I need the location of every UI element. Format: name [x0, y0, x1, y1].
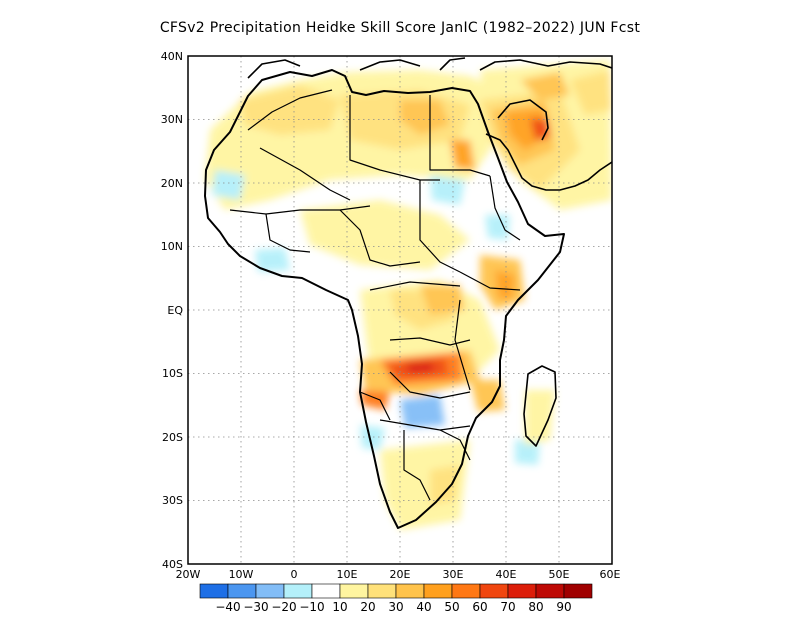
coastlines: [204, 57, 612, 529]
lat-label: 40S: [162, 558, 183, 571]
colorbar-swatch: [283, 583, 313, 599]
lat-label: 20S: [162, 431, 183, 444]
colorbar-label: 10: [332, 600, 347, 614]
colorbar-swatch: [367, 583, 397, 599]
latitude-labels: 40N 30N 20N 10N EQ 10S 20S 30S 40S: [161, 50, 184, 571]
colorbar-label: 90: [556, 600, 571, 614]
country-borders: [229, 89, 521, 501]
colorbar-swatch: [311, 583, 341, 599]
map-title: CFSv2 Precipitation Heidke Skill Score J…: [159, 20, 641, 36]
colorbar-label: 60: [472, 600, 487, 614]
colorbar-swatch: [535, 583, 565, 599]
colorbar-label: 40: [416, 600, 431, 614]
colorbar-label: −20: [271, 600, 296, 614]
colorbar-swatch: [199, 583, 229, 599]
colorbar-label: 70: [500, 600, 515, 614]
lat-label: 40N: [161, 50, 183, 63]
colorbar-label: 30: [388, 600, 403, 614]
colorbar-label: −30: [243, 600, 268, 614]
lat-label: 20N: [161, 177, 183, 190]
colorbar-swatch: [563, 583, 593, 599]
lon-label: 10E: [337, 568, 358, 581]
colorbar-swatch: [255, 583, 285, 599]
lon-label: 30E: [443, 568, 464, 581]
colorbar-label: 20: [360, 600, 375, 614]
lon-label: 40E: [496, 568, 517, 581]
colorbar: [199, 583, 593, 599]
lat-label: 30S: [162, 494, 183, 507]
lon-label: 60E: [600, 568, 621, 581]
lat-label: EQ: [167, 304, 183, 317]
lon-label: 10W: [229, 568, 254, 581]
lon-label: 20W: [176, 568, 201, 581]
colorbar-label: −10: [299, 600, 324, 614]
skill-field: [205, 60, 612, 530]
colorbar-swatch: [479, 583, 509, 599]
lon-label: 50E: [549, 568, 570, 581]
colorbar-swatch: [227, 583, 257, 599]
colorbar-swatch: [395, 583, 425, 599]
colorbar-swatch: [451, 583, 481, 599]
lon-label: 20E: [390, 568, 411, 581]
lat-label: 10S: [162, 367, 183, 380]
lon-label: 0: [291, 568, 298, 581]
longitude-labels: 20W 10W 0 10E 20E 30E 40E 50E 60E: [176, 568, 621, 581]
colorbar-swatch: [339, 583, 369, 599]
lat-label: 30N: [161, 113, 183, 126]
colorbar-swatch: [507, 583, 537, 599]
colorbar-labels: −40 −30 −20 −10 10 20 30 40 50 60 70 80 …: [215, 600, 571, 614]
colorbar-label: 80: [528, 600, 543, 614]
colorbar-swatch: [423, 583, 453, 599]
lat-label: 10N: [161, 240, 183, 253]
colorbar-label: −40: [215, 600, 240, 614]
grid-lines: [188, 56, 612, 564]
map-frame: [187, 55, 613, 565]
colorbar-label: 50: [444, 600, 459, 614]
